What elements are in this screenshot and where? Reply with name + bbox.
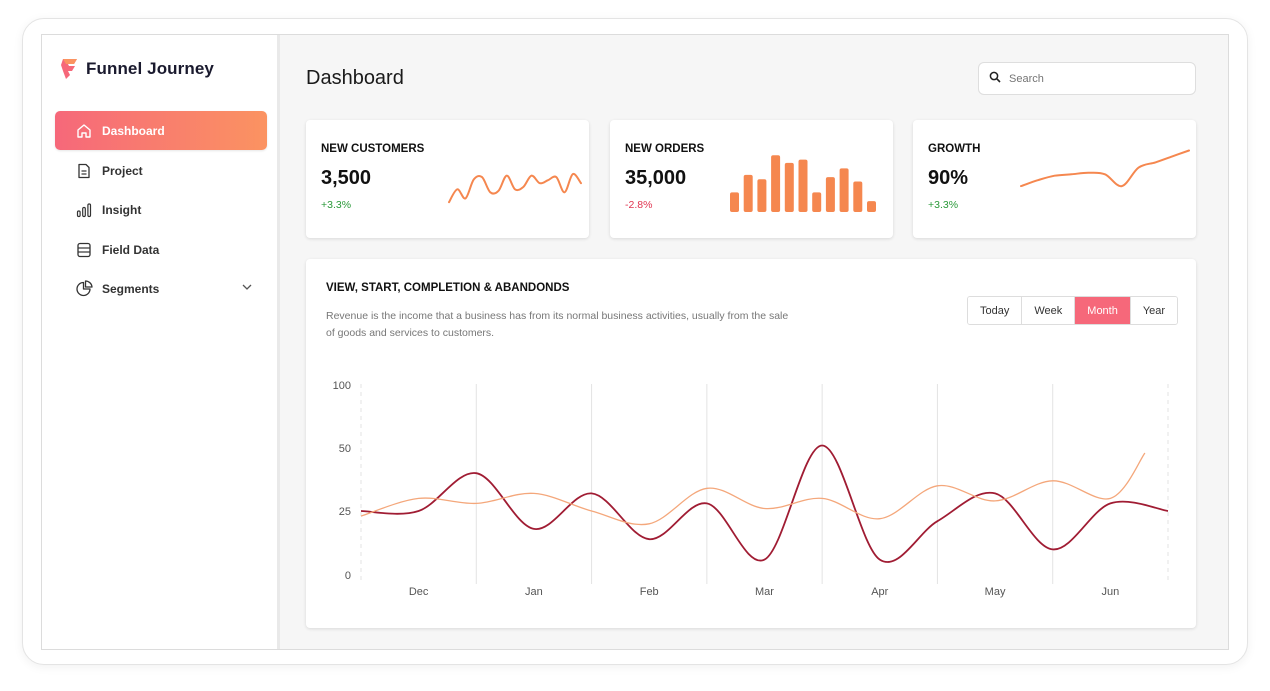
x-tick-label: Feb <box>640 586 659 598</box>
chart-series-line <box>360 444 1169 563</box>
sidebar: Funnel Journey Dashboard Project Insight <box>42 35 280 649</box>
growth-sparkline <box>1020 149 1190 188</box>
sidebar-item-label: Field Data <box>102 242 160 257</box>
sidebar-item-field-data[interactable]: Field Data <box>55 230 267 269</box>
document-icon <box>75 162 93 180</box>
stat-change: -2.8% <box>625 199 653 211</box>
sidebar-item-insight[interactable]: Insight <box>55 190 267 229</box>
sparkline-series <box>1020 149 1190 188</box>
period-year-button[interactable]: Year <box>1130 297 1178 324</box>
chart-series-line <box>360 452 1146 526</box>
orders-bar <box>757 179 767 212</box>
orders-bar <box>825 177 835 212</box>
chart-card-title: VIEW, START, COMPLETION & ABANDONDS <box>326 282 570 294</box>
x-tick-label: Dec <box>409 586 429 598</box>
y-tick-label: 25 <box>339 506 351 518</box>
stat-value: 35,000 <box>625 167 687 189</box>
period-week-button[interactable]: Week <box>1022 297 1076 324</box>
orders-bar <box>730 192 739 212</box>
x-tick-label: Jan <box>525 586 543 598</box>
search-input[interactable] <box>1009 72 1179 85</box>
x-tick-label: Jun <box>1101 586 1119 598</box>
sidebar-item-dashboard[interactable]: Dashboard <box>55 111 267 150</box>
main-content: Dashboard NEW CUSTOMERS 3,500 +3.3% NEW … <box>283 35 1228 649</box>
logo[interactable]: Funnel Journey <box>60 57 214 81</box>
stat-card-new-customers: NEW CUSTOMERS 3,500 +3.3% <box>306 120 589 238</box>
sparkline-series <box>448 173 582 204</box>
funnel-logo-icon <box>61 59 77 79</box>
stat-title: NEW CUSTOMERS <box>321 143 425 155</box>
orders-bar <box>812 192 822 212</box>
x-tick-label: Mar <box>755 586 774 598</box>
sidebar-item-label: Segments <box>102 281 160 296</box>
database-icon <box>75 241 93 259</box>
orders-bar <box>743 174 753 212</box>
stat-title: NEW ORDERS <box>625 143 705 155</box>
orders-bar <box>839 168 849 212</box>
y-tick-label: 100 <box>333 380 351 392</box>
orders-bar <box>798 159 808 212</box>
orders-bar <box>867 201 876 212</box>
sidebar-item-segments[interactable]: Segments <box>55 269 267 308</box>
stat-card-growth: GROWTH 90% +3.3% <box>913 120 1196 238</box>
stat-change: +3.3% <box>928 199 959 211</box>
period-today-button[interactable]: Today <box>968 297 1023 324</box>
orders-bar-chart <box>730 155 876 212</box>
chart-card-description: Revenue is the income that a business ha… <box>326 310 789 339</box>
views-line-chart: 0 25 50 100 Dec Jan Feb Mar Apr May Jun <box>333 380 1169 598</box>
sidebar-item-label: Dashboard <box>102 123 165 138</box>
stat-value: 3,500 <box>321 167 372 189</box>
sidebar-item-label: Project <box>102 163 143 178</box>
bar-chart-icon <box>75 201 93 219</box>
main-chart-card: VIEW, START, COMPLETION & ABANDONDS Reve… <box>306 259 1196 628</box>
orders-bar <box>784 162 794 212</box>
x-tick-label: May <box>985 586 1006 598</box>
app-name: Funnel Journey <box>86 59 214 78</box>
customers-sparkline <box>448 173 582 204</box>
period-selector: Today Week Month Year <box>967 296 1179 325</box>
page-title: Dashboard <box>306 67 404 89</box>
stat-title: GROWTH <box>928 143 981 155</box>
home-icon <box>75 122 93 140</box>
sidebar-item-label: Insight <box>102 202 142 217</box>
search-icon <box>989 70 1001 88</box>
search-box[interactable] <box>978 62 1196 95</box>
pie-chart-icon <box>75 280 93 298</box>
y-tick-label: 50 <box>339 443 351 455</box>
stat-value: 90% <box>928 167 969 189</box>
sidebar-item-project[interactable]: Project <box>55 151 267 190</box>
chevron-down-icon[interactable] <box>241 281 253 296</box>
stat-card-new-orders: NEW ORDERS 35,000 -2.8% <box>610 120 893 238</box>
x-tick-label: Apr <box>871 586 888 598</box>
orders-bar <box>853 181 863 212</box>
stat-change: +3.3% <box>321 199 352 211</box>
orders-bar <box>771 155 781 212</box>
app-window: Funnel Journey Dashboard Project Insight <box>41 34 1229 650</box>
period-month-button[interactable]: Month <box>1075 297 1131 324</box>
y-tick-label: 0 <box>345 570 351 582</box>
